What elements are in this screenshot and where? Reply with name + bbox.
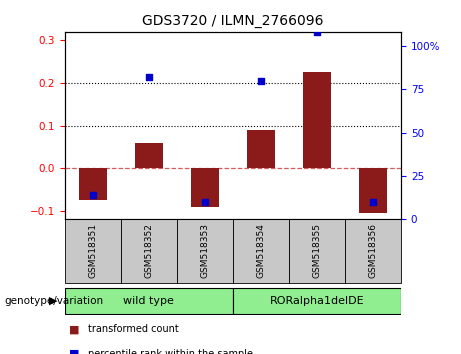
Bar (247, 130, 275, 168)
Bar (177, 219, 233, 283)
Text: GSM518352: GSM518352 (144, 223, 153, 278)
Text: ■: ■ (69, 324, 80, 334)
Bar (191, 168, 219, 207)
Text: transformed count: transformed count (88, 324, 178, 334)
Point (201, 199, 208, 205)
Text: GSM518356: GSM518356 (368, 223, 378, 278)
Bar (135, 143, 163, 168)
Text: wild type: wild type (123, 296, 174, 306)
Text: GSM518351: GSM518351 (88, 223, 97, 278)
Bar (78, 168, 106, 200)
Bar (289, 219, 345, 283)
Text: GSM518355: GSM518355 (313, 223, 321, 278)
Title: GDS3720 / ILMN_2766096: GDS3720 / ILMN_2766096 (142, 14, 324, 28)
Bar (233, 219, 289, 283)
Bar (65, 219, 121, 283)
Text: ■: ■ (69, 349, 80, 354)
Bar (233, 288, 401, 314)
Bar (345, 219, 401, 283)
Bar (303, 72, 331, 168)
Bar (65, 288, 233, 314)
Bar (121, 219, 177, 283)
Text: RORalpha1delDE: RORalpha1delDE (270, 296, 364, 306)
Text: GSM518353: GSM518353 (200, 223, 209, 278)
Text: GSM518354: GSM518354 (256, 223, 266, 278)
Bar (359, 168, 387, 213)
Text: ▶: ▶ (49, 296, 57, 306)
Point (145, 74, 152, 80)
Text: genotype/variation: genotype/variation (5, 296, 104, 306)
Point (369, 199, 377, 205)
Point (89, 192, 96, 198)
Text: percentile rank within the sample: percentile rank within the sample (88, 349, 253, 354)
Point (257, 78, 265, 83)
Point (313, 29, 321, 35)
